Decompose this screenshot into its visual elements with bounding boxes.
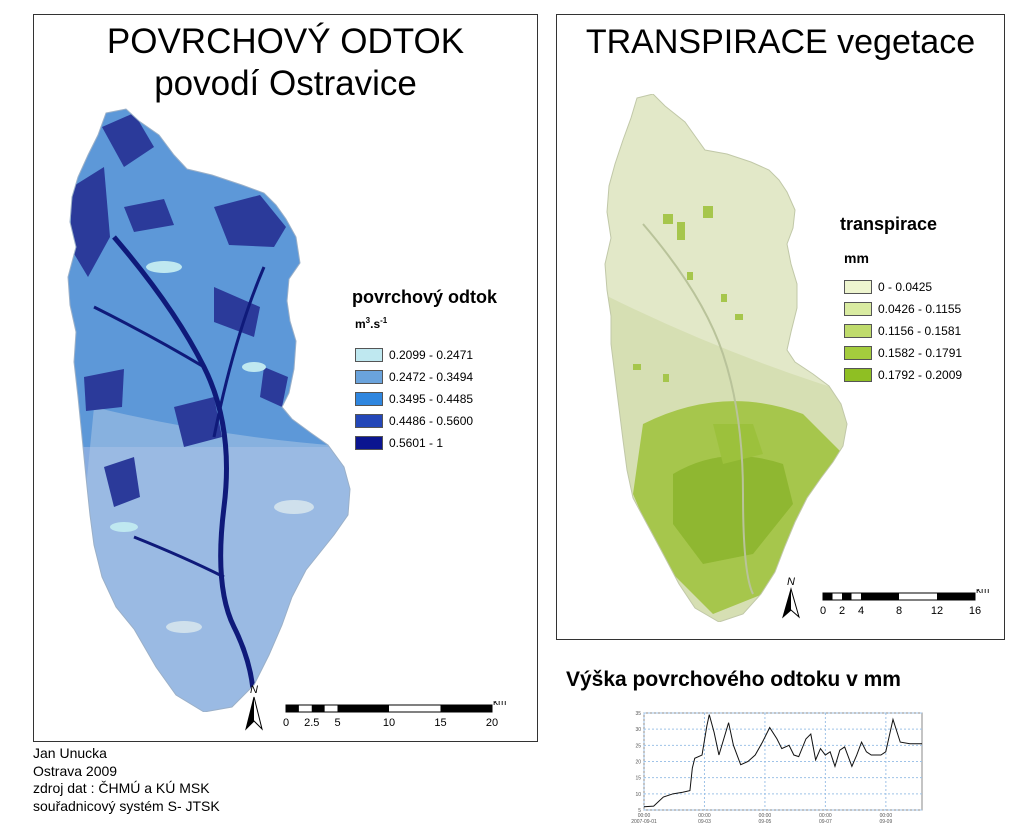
chart-y-tick-label: 5 — [638, 808, 641, 814]
right-scale-label: 16 — [969, 605, 981, 617]
chart-plot-area — [643, 712, 923, 811]
left-scale-unit: km — [493, 701, 506, 708]
right-scale-segment — [823, 593, 833, 600]
right-scale-label: 12 — [931, 605, 943, 617]
chart-y-tick-label: 35 — [635, 711, 641, 717]
left-legend-swatch — [355, 348, 383, 362]
chart-series-line — [643, 714, 922, 808]
left-legend-label: 0.3495 - 0.4485 — [389, 392, 474, 406]
chart-x-tick-label: 00:00 — [759, 813, 772, 819]
chart-x-tick-label: 09-09 — [879, 819, 892, 825]
right-legend-unit: mm — [844, 250, 869, 266]
right-north-arrow: N — [782, 576, 800, 619]
chart-x-tick-label: 00:00 — [880, 813, 893, 819]
right-scale-label: 2 — [839, 605, 845, 617]
chart-y-tick-label: 10 — [635, 792, 641, 798]
left-legend-item: 0.5601 - 1 — [355, 435, 443, 451]
right-legend-label: 0.1792 - 0.2009 — [878, 368, 963, 382]
left-scale-segment — [311, 705, 325, 712]
right-scale-label: 0 — [820, 605, 826, 617]
right-scale-bar: 0 2 4 8 12 16 km — [820, 589, 989, 617]
chart-y-tick-label: 30 — [635, 727, 641, 733]
right-scale-unit: km — [976, 589, 989, 596]
right-map-title: TRANSPIRACE vegetace — [585, 23, 976, 61]
left-legend-label: 0.4486 - 0.5600 — [389, 414, 474, 428]
right-legend-swatch — [844, 368, 872, 382]
credit-place-year: Ostrava 2009 — [33, 762, 118, 779]
left-legend-unit: m3.s-1 — [355, 316, 388, 331]
left-north-arrow: N — [245, 684, 263, 731]
left-legend-label: 0.2099 - 0.2471 — [389, 348, 474, 362]
chart-y-tick-label: 25 — [635, 743, 641, 749]
left-scale-label: 0 — [283, 717, 289, 729]
right-legend-item: 0.1792 - 0.2009 — [844, 367, 962, 383]
chart-x-tick-label: 2007-09-01 — [631, 819, 657, 825]
left-legend-swatch — [355, 436, 383, 450]
left-scale-label: 5 — [334, 717, 340, 729]
left-legend-item: 0.3495 - 0.4485 — [355, 391, 473, 407]
left-scale-segment — [337, 705, 389, 712]
right-scale-label: 4 — [858, 605, 864, 617]
right-legend-swatch — [844, 346, 872, 360]
left-scale-segment — [440, 705, 492, 712]
left-legend-item: 0.4486 - 0.5600 — [355, 413, 473, 429]
chart-y-tick-label: 15 — [635, 776, 641, 782]
left-scale-label: 2.5 — [304, 717, 319, 729]
credit-author: Jan Unucka — [33, 745, 107, 761]
transpiration-map-panel: TRANSPIRACE vegetace transpirace mm 0 - — [556, 14, 1005, 640]
credits: Jan Unucka Ostrava 2009 zdroj dat : ČHMÚ… — [33, 745, 220, 815]
left-map-title: POVRCHOVÝ ODTOK — [106, 22, 465, 61]
chart-y-tick-label: 20 — [635, 760, 641, 766]
chart-x-tick-label: 00:00 — [819, 813, 832, 819]
left-legend-item: 0.2099 - 0.2471 — [355, 347, 473, 363]
left-legend-label: 0.5601 - 1 — [389, 436, 444, 450]
right-legend-item: 0.0426 - 0.1155 — [844, 301, 961, 317]
chart-x-tick-label: 09-05 — [759, 819, 772, 825]
right-legend-item: 0.1582 - 0.1791 — [844, 345, 962, 361]
right-legend-item: 0.1156 - 0.1581 — [844, 323, 961, 339]
chart-x-tick-label: 09-03 — [698, 819, 711, 825]
runoff-chart-title: Výška povrchového odtoku v mm — [566, 668, 901, 691]
chart-x-tick-label: 00:00 — [638, 813, 651, 819]
left-legend-swatch — [355, 414, 383, 428]
right-scale-label: 8 — [896, 605, 902, 617]
right-legend-swatch — [844, 302, 872, 316]
left-scale-bar: 0 2.5 5 10 15 20 km — [283, 701, 506, 729]
runoff-chart: 510152025303500:002007-09-0100:0009-0300… — [631, 711, 923, 825]
right-legend-label: 0.1582 - 0.1791 — [878, 346, 963, 360]
chart-x-tick-label: 00:00 — [698, 813, 711, 819]
left-legend-title: povrchový odtok — [352, 287, 498, 307]
transpiration-map — [604, 94, 848, 622]
chart-x-tick-label: 09-07 — [819, 819, 832, 825]
right-scale-segment — [937, 593, 975, 600]
left-legend-swatch — [355, 392, 383, 406]
right-legend-label: 0.1156 - 0.1581 — [878, 324, 962, 338]
left-scale-segment — [286, 705, 299, 712]
left-scale-label: 20 — [486, 717, 498, 729]
left-legend-swatch — [355, 370, 383, 384]
credit-crs: souřadnicový systém S- JTSK — [33, 797, 220, 814]
ostravice-runoff-map — [67, 108, 351, 712]
right-legend-label: 0 - 0.0425 — [878, 280, 933, 294]
svg-text:N: N — [787, 576, 795, 588]
credit-data-source: zdroj dat : ČHMÚ a KÚ MSK — [33, 780, 210, 796]
svg-text:N: N — [250, 684, 258, 696]
left-legend-label: 0.2472 - 0.3494 — [389, 370, 474, 384]
left-scale-label: 15 — [434, 717, 446, 729]
right-legend-swatch — [844, 324, 872, 338]
right-scale-segment — [842, 593, 852, 600]
right-legend-item: 0 - 0.0425 — [844, 279, 932, 295]
right-legend-title: transpirace — [840, 214, 938, 234]
left-map-subtitle: povodí Ostravice — [154, 64, 417, 103]
left-legend-item: 0.2472 - 0.3494 — [355, 369, 473, 385]
right-legend-label: 0.0426 - 0.1155 — [878, 302, 962, 316]
right-legend-swatch — [844, 280, 872, 294]
left-scale-label: 10 — [383, 717, 395, 729]
right-scale-segment — [861, 593, 899, 600]
surface-runoff-map-panel: POVRCHOVÝ ODTOK povodí Ostravice — [33, 14, 538, 742]
